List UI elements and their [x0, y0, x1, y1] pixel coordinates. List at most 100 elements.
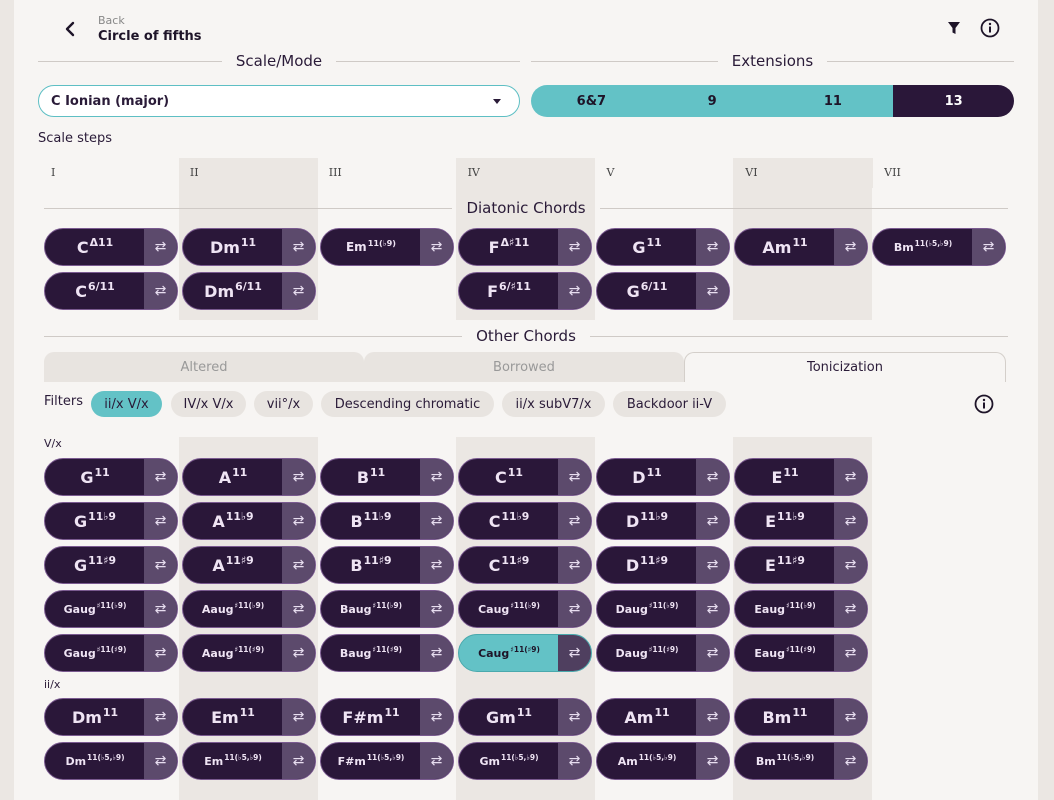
chord-button[interactable]: C 11 ⇄	[458, 458, 592, 496]
swap-icon[interactable]: ⇄	[420, 699, 453, 735]
swap-icon[interactable]: ⇄	[282, 547, 315, 583]
chord-button[interactable]: Dm 11 ⇄	[182, 228, 316, 266]
swap-icon[interactable]: ⇄	[420, 229, 453, 265]
extension-option-13[interactable]: 13	[893, 85, 1014, 117]
swap-icon[interactable]: ⇄	[834, 591, 867, 627]
chord-button[interactable]: C 11♭9 ⇄	[458, 502, 592, 540]
chord-button[interactable]: A 11 ⇄	[182, 458, 316, 496]
chord-button[interactable]: G 6/11 ⇄	[596, 272, 730, 310]
extension-option-6-7[interactable]: 6&7	[531, 85, 652, 117]
chord-button[interactable]: E 11♯9 ⇄	[734, 546, 868, 584]
chord-button[interactable]: Bm 11(♭5,♭9) ⇄	[734, 742, 868, 780]
swap-icon[interactable]: ⇄	[696, 503, 729, 539]
swap-icon[interactable]: ⇄	[696, 273, 729, 309]
chord-button[interactable]: Am 11 ⇄	[596, 698, 730, 736]
swap-icon[interactable]: ⇄	[282, 591, 315, 627]
swap-icon[interactable]: ⇄	[282, 229, 315, 265]
swap-icon[interactable]: ⇄	[558, 743, 591, 779]
scale-mode-select[interactable]: C Ionian (major)	[38, 85, 520, 117]
swap-icon[interactable]: ⇄	[420, 591, 453, 627]
swap-icon[interactable]: ⇄	[282, 699, 315, 735]
swap-icon[interactable]: ⇄	[834, 635, 867, 671]
swap-icon[interactable]: ⇄	[696, 635, 729, 671]
filter-chip-descending-chromatic[interactable]: Descending chromatic	[321, 391, 494, 417]
tab-borrowed[interactable]: Borrowed	[364, 352, 684, 382]
chord-button[interactable]: Aaug ♯11(♯9) ⇄	[182, 634, 316, 672]
chord-button[interactable]: Eaug ♯11(♯9) ⇄	[734, 634, 868, 672]
swap-icon[interactable]: ⇄	[144, 743, 177, 779]
swap-icon[interactable]: ⇄	[558, 591, 591, 627]
filter-chip-ii-v[interactable]: ii/x V/x	[91, 391, 162, 417]
swap-icon[interactable]: ⇄	[696, 743, 729, 779]
swap-icon[interactable]: ⇄	[282, 503, 315, 539]
swap-icon[interactable]: ⇄	[144, 547, 177, 583]
info-icon[interactable]	[979, 17, 1001, 39]
swap-icon[interactable]: ⇄	[558, 699, 591, 735]
chord-button[interactable]: C 6/11 ⇄	[44, 272, 178, 310]
swap-icon[interactable]: ⇄	[282, 459, 315, 495]
filter-icon[interactable]	[943, 17, 965, 39]
chord-button[interactable]: Dm 6/11 ⇄	[182, 272, 316, 310]
chord-button[interactable]: Gaug ♯11(♯9) ⇄	[44, 634, 178, 672]
chord-button[interactable]: A 11♯9 ⇄	[182, 546, 316, 584]
page-title[interactable]: Circle of fifths	[98, 29, 202, 44]
filter-chip-iv-v[interactable]: IV/x V/x	[171, 391, 246, 417]
swap-icon[interactable]: ⇄	[834, 547, 867, 583]
chord-button[interactable]: G 11♭9 ⇄	[44, 502, 178, 540]
chord-button[interactable]: B 11 ⇄	[320, 458, 454, 496]
swap-icon[interactable]: ⇄	[558, 503, 591, 539]
chord-button[interactable]: E 11♭9 ⇄	[734, 502, 868, 540]
chord-button[interactable]: Em 11 ⇄	[182, 698, 316, 736]
chord-button[interactable]: G 11♯9 ⇄	[44, 546, 178, 584]
swap-icon[interactable]: ⇄	[696, 459, 729, 495]
swap-icon[interactable]: ⇄	[144, 273, 177, 309]
chord-button[interactable]: Em 11(♭5,♭9) ⇄	[182, 742, 316, 780]
chord-button[interactable]: Bm 11(♭5,♭9) ⇄	[872, 228, 1006, 266]
filter-chip-ii-subv7[interactable]: ii/x subV7/x	[502, 391, 605, 417]
extension-option-9[interactable]: 9	[651, 85, 773, 117]
swap-icon[interactable]: ⇄	[972, 229, 1005, 265]
chord-button[interactable]: Baug ♯11(♯9) ⇄	[320, 634, 454, 672]
chord-button[interactable]: C 11♯9 ⇄	[458, 546, 592, 584]
tab-altered[interactable]: Altered	[44, 352, 364, 382]
chord-button[interactable]: B 11♭9 ⇄	[320, 502, 454, 540]
swap-icon[interactable]: ⇄	[834, 743, 867, 779]
chord-button[interactable]: F Δ♯11 ⇄	[458, 228, 592, 266]
swap-icon[interactable]: ⇄	[834, 229, 867, 265]
swap-icon[interactable]: ⇄	[558, 635, 591, 671]
swap-icon[interactable]: ⇄	[144, 459, 177, 495]
filter-chip-backdoor-ii-v[interactable]: Backdoor ii-V	[613, 391, 726, 417]
swap-icon[interactable]: ⇄	[144, 635, 177, 671]
swap-icon[interactable]: ⇄	[420, 547, 453, 583]
swap-icon[interactable]: ⇄	[144, 503, 177, 539]
chord-button[interactable]: Am 11 ⇄	[734, 228, 868, 266]
chord-button[interactable]: G 11 ⇄	[44, 458, 178, 496]
chord-button[interactable]: A 11♭9 ⇄	[182, 502, 316, 540]
swap-icon[interactable]: ⇄	[282, 743, 315, 779]
swap-icon[interactable]: ⇄	[696, 229, 729, 265]
swap-icon[interactable]: ⇄	[144, 591, 177, 627]
chord-button[interactable]: G 11 ⇄	[596, 228, 730, 266]
chord-button[interactable]: Bm 11 ⇄	[734, 698, 868, 736]
chord-button[interactable]: Gm 11(♭5,♭9) ⇄	[458, 742, 592, 780]
swap-icon[interactable]: ⇄	[420, 459, 453, 495]
chord-button[interactable]: D 11 ⇄	[596, 458, 730, 496]
chord-button[interactable]: Daug ♯11(♭9) ⇄	[596, 590, 730, 628]
chord-button[interactable]: Dm 11 ⇄	[44, 698, 178, 736]
chord-button[interactable]: E 11 ⇄	[734, 458, 868, 496]
chord-button[interactable]: Em 11(♭9) ⇄	[320, 228, 454, 266]
swap-icon[interactable]: ⇄	[282, 635, 315, 671]
chord-button[interactable]: D 11♯9 ⇄	[596, 546, 730, 584]
chord-button[interactable]: Caug ♯11(♭9) ⇄	[458, 590, 592, 628]
chord-button[interactable]: Aaug ♯11(♭9) ⇄	[182, 590, 316, 628]
chord-button[interactable]: Daug ♯11(♯9) ⇄	[596, 634, 730, 672]
swap-icon[interactable]: ⇄	[696, 699, 729, 735]
swap-icon[interactable]: ⇄	[558, 547, 591, 583]
chord-button[interactable]: Eaug ♯11(♭9) ⇄	[734, 590, 868, 628]
swap-icon[interactable]: ⇄	[696, 547, 729, 583]
swap-icon[interactable]: ⇄	[420, 743, 453, 779]
filters-info-icon[interactable]	[973, 393, 995, 415]
chord-button[interactable]: Caug ♯11(♯9) ⇄	[458, 634, 592, 672]
chord-button[interactable]: Gm 11 ⇄	[458, 698, 592, 736]
swap-icon[interactable]: ⇄	[144, 699, 177, 735]
